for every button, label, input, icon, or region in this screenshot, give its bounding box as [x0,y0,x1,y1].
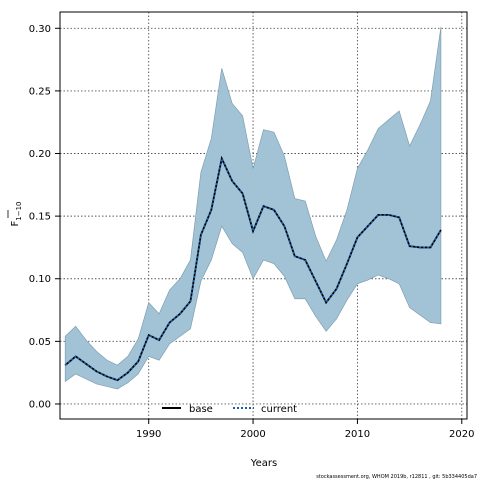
confidence-band-area [64,26,442,390]
y-tick-label: 0.25 [29,86,51,97]
y-tick-label: 0.10 [29,274,51,285]
y-tick-label: 0.30 [29,24,51,35]
x-axis-label: Years [250,458,277,469]
confidence-band [64,26,442,390]
legend-current-label: current [261,404,297,415]
footer-credit: stockassessment.org, WHOM 2019b, r12811 … [316,474,477,480]
y-axis-label: F1−10 [7,202,23,227]
y-axis-label-subscript: 1−10 [15,202,23,221]
x-axis-ticks: 1990 2000 2010 2020 [136,419,475,440]
y-axis-ticks: 0.00 0.05 0.10 0.15 0.20 0.25 0.30 [29,24,60,410]
series-line-base [64,155,442,382]
legend-base-label: base [189,404,213,415]
svg-text:F1−10: F1−10 [10,202,23,227]
legend: base current [162,404,297,415]
x-tick-label: 2010 [345,429,370,440]
y-tick-label: 0.15 [29,212,51,223]
y-tick-label: 0.00 [29,399,51,410]
y-axis-label-main: F [10,221,21,227]
plot-frame [59,11,468,420]
y-tick-label: 0.05 [29,337,51,348]
x-tick-label: 2020 [449,429,474,440]
y-tick-label: 0.20 [29,149,51,160]
x-tick-label: 2000 [240,429,265,440]
x-tick-label: 1990 [136,429,161,440]
series-lines [64,155,442,382]
